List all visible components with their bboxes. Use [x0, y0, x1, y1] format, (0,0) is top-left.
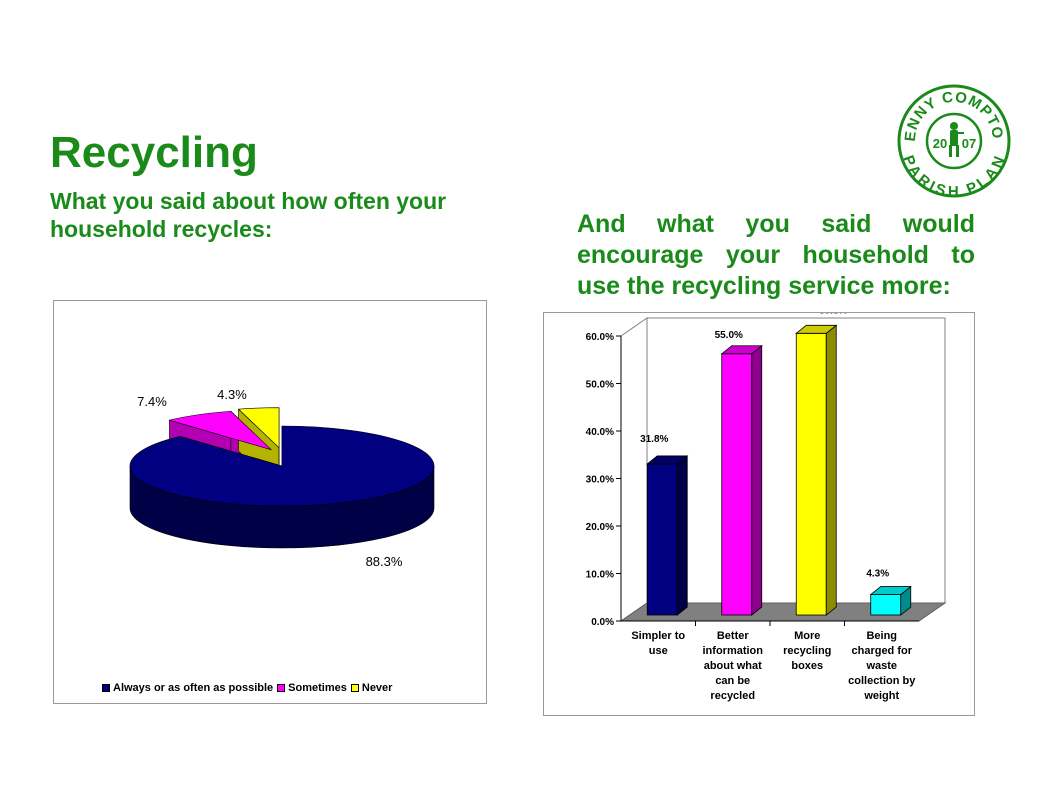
y-tick-label-0: 0.0%: [591, 617, 614, 628]
x-category-label-1: Better information about what can be recycle…: [703, 630, 764, 702]
y-tick-label-3: 30.0%: [586, 475, 614, 486]
pie-slice-0: [129, 425, 435, 507]
legend-label-sometimes: Sometimes: [288, 682, 347, 694]
legend-swatch-always: [102, 684, 110, 692]
legend-swatch-never: [350, 684, 359, 692]
y-tick-label-2: 20.0%: [586, 522, 614, 533]
pie-chart-panel: 88.3% 7.4% 4.3% Always or as often as poss…: [53, 300, 487, 704]
bar-0: [646, 455, 689, 616]
svg-text:PARISH PLAN: PARISH PLAN: [899, 153, 1008, 200]
y-tick-label-5: 50.0%: [586, 380, 614, 391]
bar-chart-panel: 0.0% 10.0% 20.0% 30.0% 40.0% 50.0% 60.0% 31.8% S…: [543, 312, 975, 716]
bar-front-1: [721, 353, 753, 616]
bar-top-3: [869, 586, 912, 595]
page-title: Recycling: [50, 128, 258, 177]
bar-side-2: [825, 324, 837, 616]
pie-slice-2: [237, 407, 280, 449]
bar-top-2: [795, 324, 838, 334]
legend-item-never: Never: [350, 682, 393, 694]
bar-chart-subtitle: And what you said would encourage your h…: [577, 210, 975, 300]
legend-label-never: Never: [361, 682, 393, 694]
bar-data-label-3: 4.3%: [866, 569, 889, 580]
pie-data-label-2: 4.3%: [217, 387, 247, 402]
bar-3: [869, 585, 912, 616]
bar-top-1: [720, 345, 763, 355]
pie-chart: 88.3% 7.4% 4.3%: [129, 387, 435, 569]
bar-1: [720, 344, 763, 616]
pie-data-label-1: 7.4%: [137, 394, 167, 409]
x-category-label-2: More recycling boxes: [783, 630, 831, 672]
legend-swatch-sometimes: [277, 684, 286, 692]
x-category-label-3: Being charged for waste collection by weight: [848, 630, 916, 702]
parish-plan-logo: FENNY COMPTON PARISH PLAN 20 07: [895, 82, 1011, 200]
x-category-label-0: Simpler to use: [631, 630, 685, 657]
legend-item-sometimes: Sometimes: [277, 682, 347, 694]
bar-front-0: [646, 463, 678, 616]
bar-side-1: [751, 344, 763, 616]
svg-text:20: 20: [933, 136, 947, 151]
bar-data-label-2: 59.3%: [819, 313, 847, 316]
bar-top-0: [646, 455, 689, 465]
bar-data-label-1: 55.0%: [715, 330, 743, 341]
pie-chart-subtitle: What you said about how often your house…: [50, 188, 447, 242]
pie-data-label-0: 88.3%: [366, 554, 403, 569]
legend-label-always: Always or as often as possible: [113, 682, 274, 694]
bar-2: [795, 324, 838, 616]
bar-front-3: [870, 594, 902, 616]
y-tick-label-4: 40.0%: [586, 427, 614, 438]
y-tick-label-1: 10.0%: [586, 570, 614, 581]
bar-side-0: [676, 455, 688, 616]
bar-data-label-0: 31.8%: [640, 434, 668, 445]
legend-item-always: Always or as often as possible: [102, 682, 273, 694]
svg-text:07: 07: [962, 136, 976, 151]
bar-front-2: [795, 332, 827, 616]
pie-legend: Always or as often as possible Sometimes…: [102, 678, 392, 698]
bar-chart: 0.0% 10.0% 20.0% 30.0% 40.0% 50.0% 60.0% 31.8% S…: [586, 313, 947, 702]
pie-slice-1: [168, 410, 272, 451]
bar-side-wall: [620, 317, 648, 622]
y-tick-label-6: 60.0%: [586, 332, 614, 343]
